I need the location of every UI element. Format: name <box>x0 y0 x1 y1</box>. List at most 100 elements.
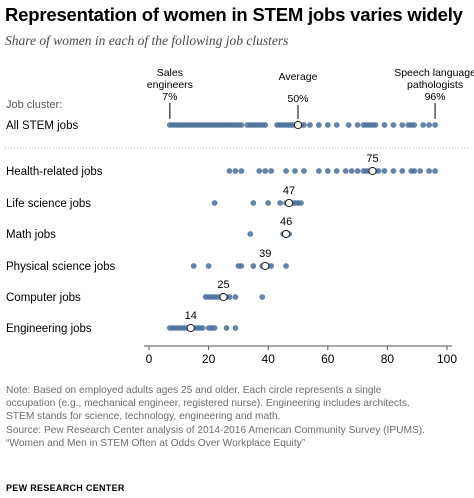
data-point <box>307 122 313 128</box>
data-point <box>324 122 331 128</box>
row-label: Math jobs <box>6 229 56 241</box>
average-marker <box>281 229 291 239</box>
data-point <box>268 168 275 174</box>
data-point <box>420 122 427 128</box>
data-point <box>238 168 245 174</box>
data-point <box>190 263 197 269</box>
data-point <box>342 168 349 174</box>
data-point <box>411 122 418 128</box>
data-point <box>211 325 218 331</box>
x-tick-label: 60 <box>321 352 335 366</box>
annotation-label: Sales <box>157 67 183 79</box>
annotation-label: engineers <box>147 79 193 91</box>
data-point <box>277 200 284 206</box>
data-point <box>399 168 406 174</box>
data-point <box>232 294 239 300</box>
data-point <box>259 294 266 300</box>
data-point <box>262 168 269 174</box>
data-point <box>268 263 275 269</box>
data-point <box>298 200 304 206</box>
data-point <box>250 200 257 206</box>
data-point <box>375 168 382 174</box>
annotation-label: Speech language <box>394 67 474 79</box>
data-point <box>390 168 397 174</box>
data-point <box>432 122 438 128</box>
data-point <box>354 168 361 174</box>
note-line: Note: Based on employed adults ages 25 a… <box>6 385 382 396</box>
data-point <box>390 122 397 128</box>
data-point <box>256 168 263 174</box>
data-point <box>333 168 340 174</box>
data-point <box>315 122 322 128</box>
x-tick-label: 40 <box>262 352 276 366</box>
data-point <box>211 200 218 206</box>
data-point <box>333 122 340 128</box>
data-point <box>426 168 433 174</box>
note-line: STEM stands for science, technology, eng… <box>6 411 281 423</box>
average-marker <box>186 323 195 333</box>
data-point <box>417 168 424 174</box>
data-point <box>250 263 257 269</box>
data-point <box>348 168 355 174</box>
data-point <box>265 200 272 206</box>
row-label: Engineering jobs <box>6 323 92 335</box>
data-point <box>226 294 233 300</box>
data-point <box>381 168 388 174</box>
data-point <box>223 325 230 331</box>
average-label: 25 <box>217 279 229 291</box>
annotation-label: 50% <box>287 93 308 105</box>
chart-subtitle: Share of women in each of the following … <box>5 33 289 48</box>
dot-plot: 0 20 40 60 80 100 Job cluster: Salesengineers7%… <box>5 67 474 366</box>
average-label: 14 <box>185 310 197 322</box>
row-label: Computer jobs <box>6 292 81 304</box>
data-point <box>372 122 379 128</box>
data-point <box>324 168 331 174</box>
data-point <box>283 263 289 269</box>
data-point <box>232 325 239 331</box>
data-point <box>399 122 406 128</box>
average-marker <box>368 166 377 176</box>
data-point <box>226 168 233 174</box>
report-title-line: “Women and Men in STEM Often at Odds Ove… <box>6 437 306 449</box>
data-point <box>262 122 269 128</box>
average-label: 47 <box>283 185 295 197</box>
x-tick-label: 20 <box>202 352 216 366</box>
x-tick-label: 100 <box>437 352 457 366</box>
data-point <box>238 263 245 269</box>
average-label: 39 <box>259 248 271 260</box>
data-point <box>199 325 206 331</box>
row-label: All STEM jobs <box>6 120 78 132</box>
data-point <box>381 122 388 128</box>
data-point <box>283 168 289 174</box>
chart-notes: Note: Based on employed adults ages 25 a… <box>6 384 472 450</box>
data-point <box>292 168 298 174</box>
data-point <box>301 168 307 174</box>
row-label: Physical science jobs <box>6 261 116 273</box>
average-label: 46 <box>280 216 292 228</box>
credit-label: PEW RESEARCH CENTER <box>6 483 125 493</box>
average-label: 75 <box>366 153 378 165</box>
data-point <box>238 122 245 128</box>
data-point <box>354 122 361 128</box>
data-point <box>426 122 433 128</box>
data-point <box>205 263 212 269</box>
average-marker <box>284 198 294 208</box>
x-tick-label: 0 <box>146 352 153 366</box>
row-label: Health-related jobs <box>6 166 103 178</box>
annotation-label: pathologists <box>407 79 463 91</box>
note-line: occupation (e.g., mechanical engineer, r… <box>6 398 410 410</box>
annotation-label: 7% <box>162 91 177 103</box>
data-point <box>411 168 418 174</box>
data-point <box>315 168 322 174</box>
data-point <box>247 231 254 237</box>
annotation-label: 96% <box>425 91 446 103</box>
data-point <box>432 168 438 174</box>
chart-title: Representation of women in STEM jobs var… <box>5 4 463 25</box>
data-point <box>232 168 239 174</box>
source-line: Source: Pew Research Center analysis of … <box>6 424 425 436</box>
row-header: Job cluster: <box>6 99 62 111</box>
average-marker <box>261 261 270 271</box>
x-tick-label: 80 <box>381 352 395 366</box>
annotation-label: Average <box>279 71 318 83</box>
data-point <box>345 122 352 128</box>
